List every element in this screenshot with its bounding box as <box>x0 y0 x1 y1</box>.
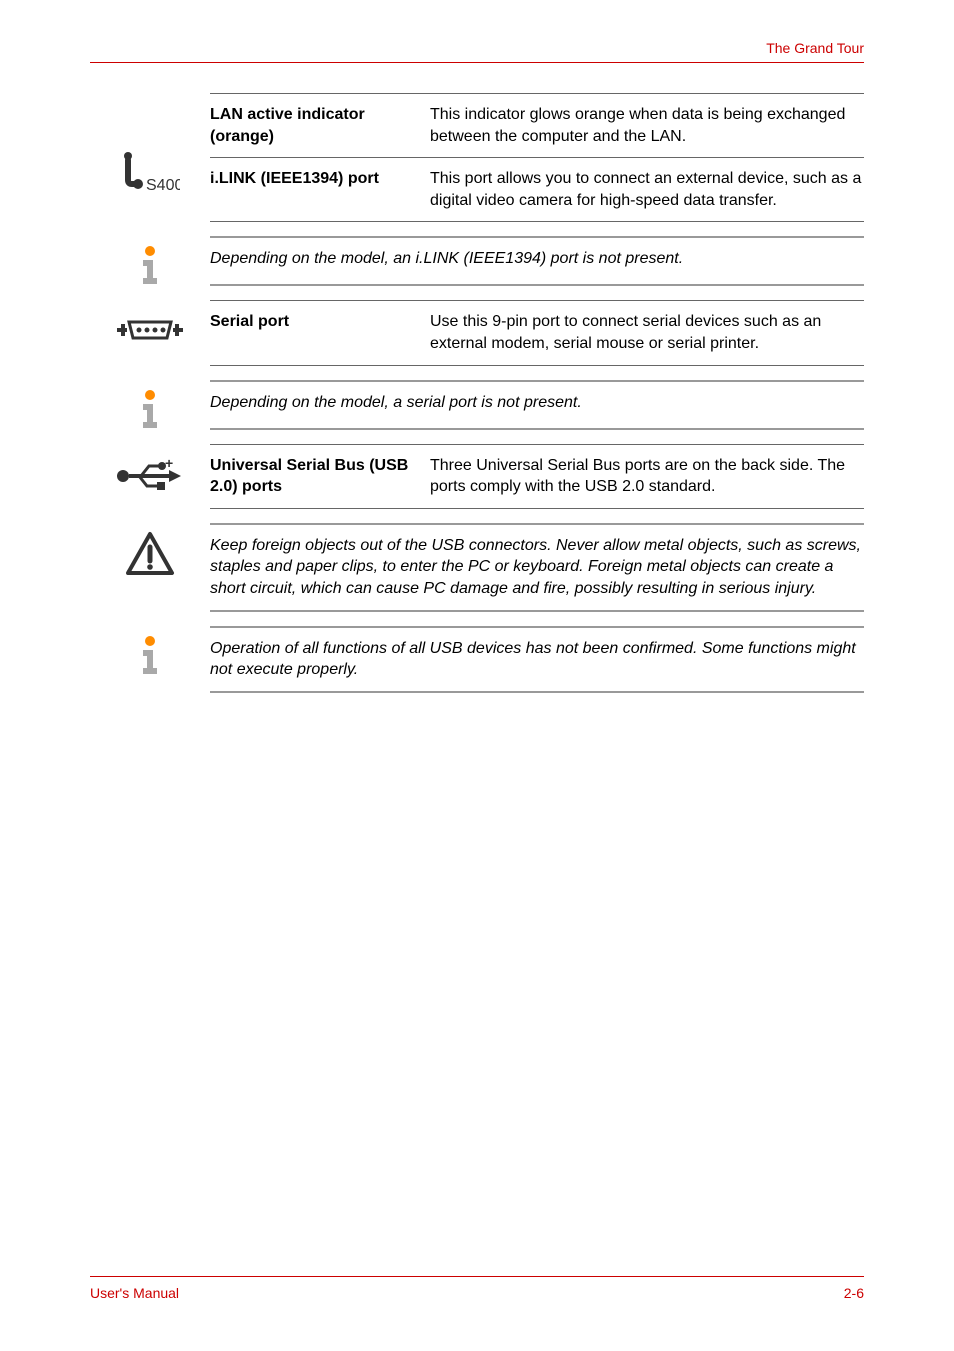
info-icon <box>129 634 171 676</box>
defn-term: Serial port <box>210 311 430 354</box>
warning-usb: Keep foreign objects out of the USB conn… <box>90 523 864 612</box>
footer-left: User's Manual <box>90 1285 179 1301</box>
note-icon-col <box>90 626 210 693</box>
spec-table-3: Universal Serial Bus (USB 2.0) ports Thr… <box>210 444 864 509</box>
page: The Grand Tour S400 LAN active indicator… <box>0 0 954 1351</box>
defn-usb: Universal Serial Bus (USB 2.0) ports Thr… <box>210 444 864 509</box>
spec-block-lan-ilink: S400 LAN active indicator (orange) This … <box>90 93 864 222</box>
footer-right: 2-6 <box>844 1285 864 1301</box>
ilink-s400-icon: S400 <box>120 150 180 192</box>
usb-icon: + <box>115 458 185 494</box>
defn-desc: This indicator glows orange when data is… <box>430 104 864 147</box>
warning-text: Keep foreign objects out of the USB conn… <box>210 523 864 612</box>
defn-ilink: i.LINK (IEEE1394) port This port allows … <box>210 157 864 222</box>
defn-desc: Three Universal Serial Bus ports are on … <box>430 455 864 498</box>
defn-lan-indicator: LAN active indicator (orange) This indic… <box>210 93 864 157</box>
note-icon-col <box>90 236 210 286</box>
note-text: Operation of all functions of all USB de… <box>210 626 864 693</box>
spec-table-1: LAN active indicator (orange) This indic… <box>210 93 864 222</box>
note-usb: Operation of all functions of all USB de… <box>90 626 864 693</box>
svg-text:+: + <box>165 458 173 471</box>
info-icon <box>129 244 171 286</box>
spec-block-usb: + Universal Serial Bus (USB 2.0) ports T… <box>90 444 864 509</box>
defn-term: i.LINK (IEEE1394) port <box>210 168 430 211</box>
note-text: Depending on the model, an i.LINK (IEEE1… <box>210 236 864 286</box>
defn-term: LAN active indicator (orange) <box>210 104 430 147</box>
page-footer: User's Manual 2-6 <box>90 1276 864 1301</box>
spec-block-serial: Serial port Use this 9-pin port to conne… <box>90 300 864 365</box>
serial-port-icon <box>115 318 185 342</box>
note-ilink: Depending on the model, an i.LINK (IEEE1… <box>90 236 864 286</box>
icon-col-serial <box>90 300 210 365</box>
note-serial: Depending on the model, a serial port is… <box>90 380 864 430</box>
warning-icon-col <box>90 523 210 612</box>
info-icon <box>129 388 171 430</box>
icon-col-s400: S400 <box>90 93 210 222</box>
spec-table-2: Serial port Use this 9-pin port to conne… <box>210 300 864 365</box>
defn-desc: Use this 9-pin port to connect serial de… <box>430 311 864 354</box>
warning-icon <box>125 531 175 577</box>
note-text: Depending on the model, a serial port is… <box>210 380 864 430</box>
defn-serial: Serial port Use this 9-pin port to conne… <box>210 300 864 365</box>
svg-text:S400: S400 <box>146 177 180 192</box>
defn-term: Universal Serial Bus (USB 2.0) ports <box>210 455 430 498</box>
note-icon-col <box>90 380 210 430</box>
defn-desc: This port allows you to connect an exter… <box>430 168 864 211</box>
icon-col-usb: + <box>90 444 210 509</box>
page-header: The Grand Tour <box>90 40 864 63</box>
